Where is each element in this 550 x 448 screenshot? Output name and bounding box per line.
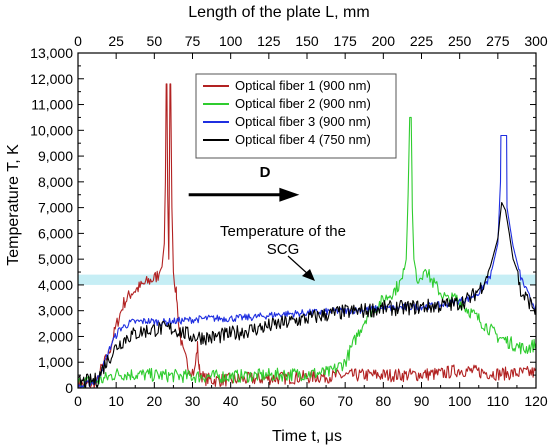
y-tick-label: 1,000	[38, 354, 73, 370]
y-tick-label: 13,000	[30, 45, 73, 61]
direction-arrow: D	[188, 164, 300, 202]
scg-band-rect	[78, 274, 536, 285]
y-tick-label: 11,000	[31, 97, 73, 113]
x-tick-label: 100	[448, 393, 472, 409]
scg-annotation-text: Temperature of the SCG	[220, 223, 346, 258]
x-tick-label: 30	[185, 393, 201, 409]
x2-axis-title: Length of the plate L, mm	[188, 4, 369, 21]
x-tick-label: 0	[74, 393, 82, 409]
scg-pointer-head	[302, 269, 315, 281]
x2-tick-label: 100	[219, 33, 243, 49]
x-tick-label: 80	[376, 393, 392, 409]
x2-tick-label: 50	[147, 33, 163, 49]
x2-tick-label: 0	[74, 33, 82, 49]
x-tick-label: 70	[337, 393, 353, 409]
x2-tick-label: 75	[185, 33, 201, 49]
y-tick-label: 9,000	[38, 148, 73, 164]
x2-tick-labels: 0 25 50 75 100 125 150 175 200 225 250 275 300	[74, 33, 548, 49]
y-tick-label: 10,000	[30, 122, 73, 138]
y-tick-label: 8,000	[38, 174, 73, 190]
y-tick-label: 0	[65, 380, 73, 396]
x-tick-label: 120	[524, 393, 548, 409]
y-tick-labels: 0 1,000 2,000 3,000 4,000 5,000 6,000 7,000 8,00…	[30, 45, 73, 396]
y-tick-label: 6,000	[38, 225, 73, 241]
x-tick-labels: 0 10 20 30 40 50 60 70 80 90 100 110 120	[74, 393, 548, 409]
x2-tick-label: 25	[108, 33, 124, 49]
scg-annotation: Temperature of the SCG	[220, 223, 346, 281]
y-axis-title: Temperature T, K	[5, 144, 22, 266]
x-axis-title: Time t, μs	[272, 428, 342, 445]
series-layer	[77, 83, 537, 389]
x-tick-label: 110	[487, 393, 510, 409]
y-tick-label: 7,000	[38, 200, 73, 216]
x2-tick-label: 200	[372, 33, 396, 49]
scg-pointer-line	[287, 255, 310, 276]
legend-label-series-1: Optical fiber 1 (900 nm)	[235, 78, 371, 93]
series-line-4	[77, 201, 537, 389]
direction-label: D	[260, 164, 271, 181]
y-tick-label: 2,000	[38, 328, 73, 344]
legend-box	[195, 73, 397, 159]
x2-tick-label: 250	[448, 33, 472, 49]
x-tick-label: 20	[147, 393, 163, 409]
series-line-2	[77, 116, 537, 389]
y-tick-label: 3,000	[38, 303, 73, 319]
x2-tick-label: 175	[333, 33, 357, 49]
x-tick-label: 50	[261, 393, 277, 409]
x2-tick-label: 275	[486, 33, 510, 49]
y-tick-label: 5,000	[38, 251, 73, 267]
x-tick-label: 90	[414, 393, 430, 409]
legend-label-series-2: Optical fiber 2 (900 nm)	[235, 96, 371, 111]
x2-tick-label: 150	[295, 33, 319, 49]
x2-tick-label: 300	[524, 33, 548, 49]
legend-label-series-4: Optical fiber 4 (750 nm)	[235, 132, 371, 147]
y-tick-label: 12,000	[30, 71, 73, 87]
scg-temperature-band	[78, 274, 536, 285]
series-line-3	[77, 134, 537, 389]
x-tick-label: 60	[299, 393, 315, 409]
x-tick-label: 40	[223, 393, 239, 409]
x2-tick-label: 125	[257, 33, 281, 49]
legend: Optical fiber 1 (900 nm) Optical fiber 2…	[195, 73, 397, 159]
tick-marks	[77, 52, 537, 389]
y-tick-label: 4,000	[38, 277, 73, 293]
legend-label-series-3: Optical fiber 3 (900 nm)	[235, 114, 371, 129]
x-tick-label: 10	[108, 393, 124, 409]
x2-tick-label: 225	[410, 33, 434, 49]
direction-arrow-head	[279, 187, 300, 202]
